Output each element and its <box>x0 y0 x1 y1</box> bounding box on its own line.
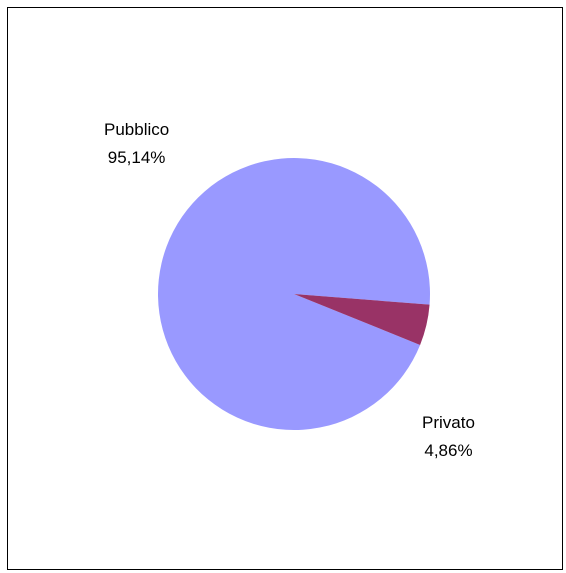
slice-name-pubblico: Pubblico <box>104 120 170 139</box>
pie-slice-privato <box>294 294 430 345</box>
pie-slice-pubblico <box>157 158 430 431</box>
slice-label-privato: Privato 4,86% <box>422 413 475 461</box>
slice-value-privato: 4,86% <box>424 441 473 460</box>
slice-name-privato: Privato <box>422 413 475 432</box>
slice-value-pubblico: 95,14% <box>107 148 166 167</box>
slice-label-pubblico: Pubblico 95,14% <box>104 120 169 168</box>
